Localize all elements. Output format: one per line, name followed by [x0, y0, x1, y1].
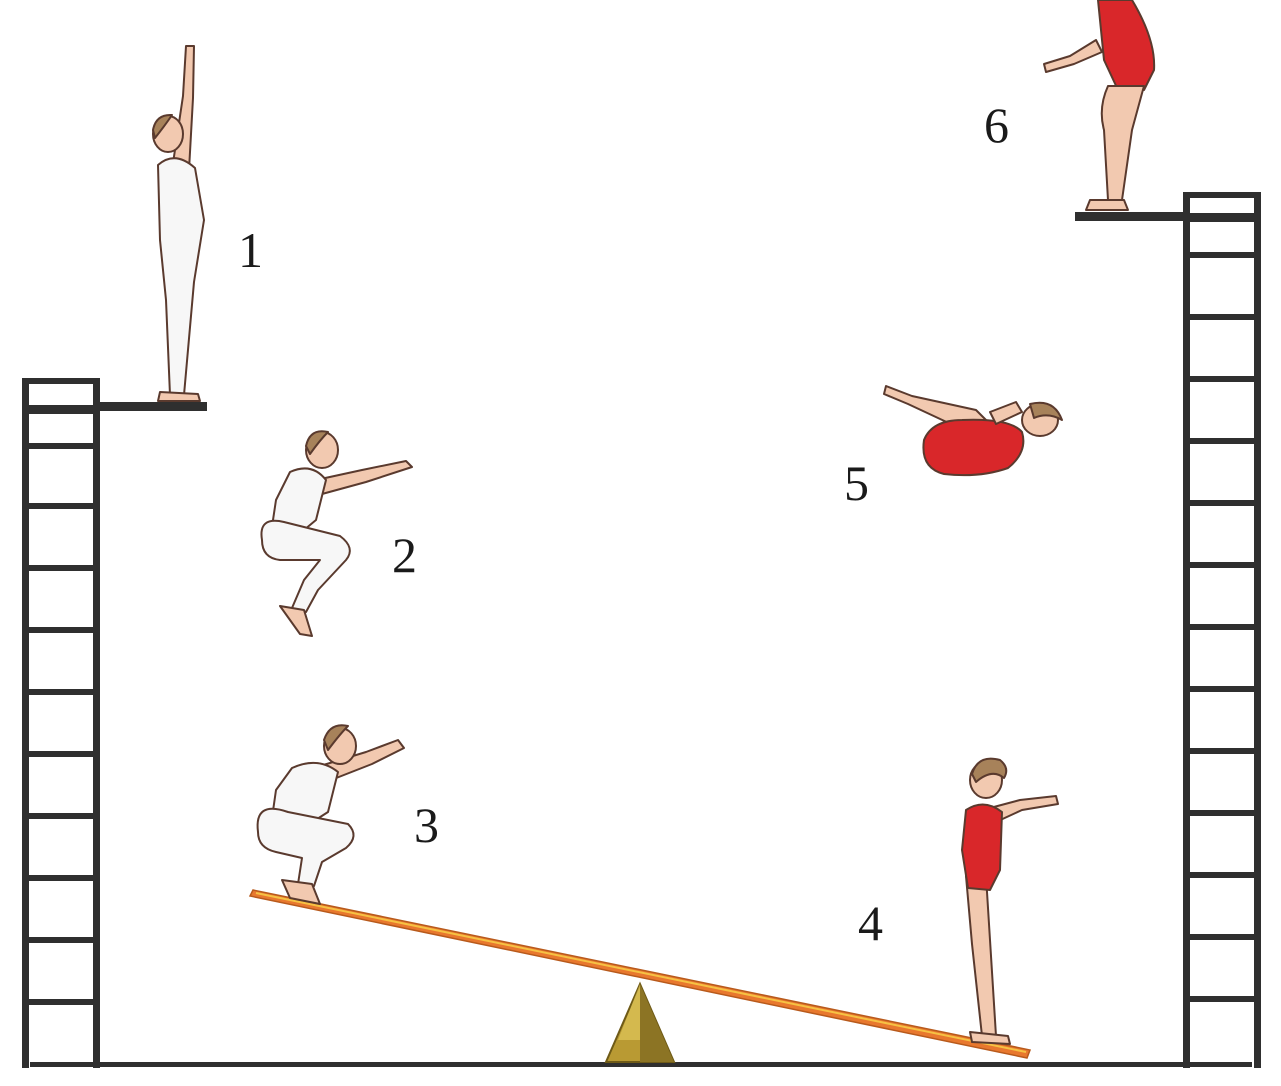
figure-label-1: 1: [238, 222, 263, 278]
figure-label-2: 2: [392, 527, 417, 583]
right-ladder: [1183, 192, 1261, 1068]
figure-6-girl-crouching: [1043, 0, 1156, 211]
seesaw-plank: [248, 889, 1032, 1059]
right-platform: [1075, 212, 1185, 221]
left-ladder: [22, 378, 100, 1068]
figure-label-6: 6: [984, 97, 1009, 153]
figure-1-boy-standing: [152, 45, 205, 402]
figure-label-3: 3: [414, 797, 439, 853]
left-platform: [100, 402, 207, 411]
figure-2-boy-jumping: [260, 430, 413, 637]
figure-label-4: 4: [858, 895, 883, 951]
figure-5-girl-tucked: [883, 385, 1063, 477]
floor-line: [30, 1062, 1252, 1067]
figure-3-boy-crouching: [256, 724, 405, 905]
figure-4-girl-standing: [961, 757, 1059, 1045]
figure-label-5: 5: [844, 455, 869, 511]
seesaw-fulcrum: [604, 981, 676, 1063]
